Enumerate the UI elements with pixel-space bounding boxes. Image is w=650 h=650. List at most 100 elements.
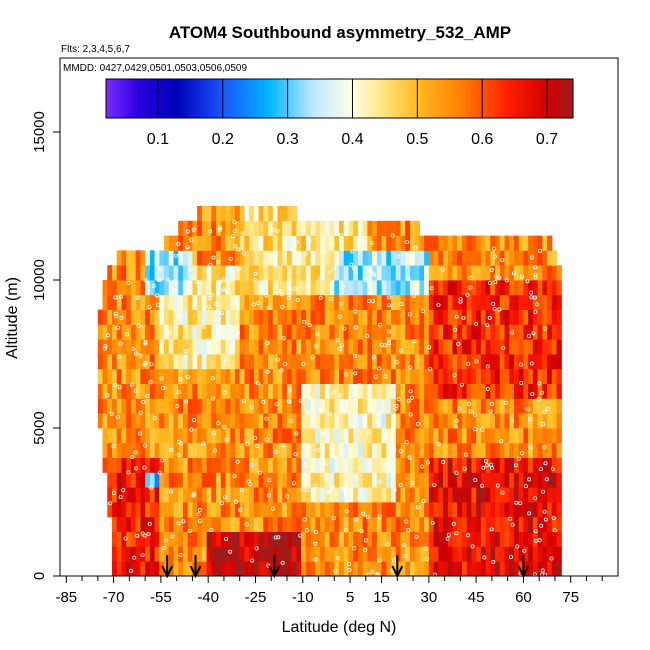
- heatmap-cell: [225, 516, 231, 532]
- y-tick-label: 0: [31, 572, 48, 580]
- heatmap-cell: [485, 280, 491, 296]
- heatmap-cell: [367, 487, 373, 503]
- heatmap-cell: [282, 250, 288, 266]
- heatmap-cell: [230, 502, 236, 518]
- sample-point: [194, 351, 199, 356]
- heatmap-cell: [357, 309, 364, 325]
- sample-point: [340, 343, 345, 348]
- heatmap-cell: [182, 339, 189, 355]
- heatmap-cell: [381, 220, 387, 236]
- sample-point: [206, 304, 211, 309]
- heatmap-cell: [268, 398, 274, 414]
- heatmap-cell: [480, 250, 487, 266]
- heatmap-cell: [121, 561, 127, 576]
- heatmap-cell: [112, 457, 118, 473]
- heatmap-cell: [499, 354, 506, 370]
- heatmap-cell: [301, 428, 307, 444]
- heatmap-cell: [315, 339, 321, 355]
- heatmap-cell: [372, 442, 378, 458]
- heatmap-cell: [277, 265, 283, 281]
- heatmap-cell: [230, 383, 236, 399]
- heatmap-cell: [480, 457, 487, 473]
- heatmap-cell: [234, 309, 241, 325]
- heatmap-cell: [315, 428, 321, 444]
- heatmap-cell: [216, 265, 222, 281]
- heatmap-cell: [173, 413, 179, 429]
- heatmap-cell: [272, 516, 279, 532]
- heatmap-cell: [234, 516, 241, 532]
- heatmap-cell: [495, 383, 501, 399]
- heatmap-cell: [400, 383, 406, 399]
- heatmap-cell: [357, 472, 364, 488]
- heatmap-cell: [551, 383, 558, 399]
- heatmap-cell: [301, 309, 307, 325]
- heatmap-cell: [263, 206, 269, 222]
- heatmap-cell: [305, 516, 312, 532]
- heatmap-cell: [187, 339, 194, 355]
- heatmap-cell: [263, 294, 269, 310]
- sample-point: [135, 295, 140, 300]
- heatmap-cell: [286, 235, 293, 251]
- heatmap-cell: [551, 531, 558, 547]
- heatmap-cell: [244, 265, 250, 281]
- heatmap-cell: [324, 442, 331, 458]
- sample-point: [286, 399, 291, 404]
- sample-point: [302, 319, 307, 324]
- heatmap-cell: [362, 383, 368, 399]
- sample-point: [428, 366, 433, 371]
- heatmap-cell: [334, 235, 340, 251]
- heatmap-cell: [135, 457, 141, 473]
- sample-point: [533, 265, 538, 270]
- sample-point: [540, 568, 545, 573]
- sample-point: [410, 395, 415, 400]
- heatmap-cell: [547, 487, 553, 503]
- sample-point: [520, 451, 525, 456]
- heatmap-cell: [447, 413, 454, 429]
- heatmap-cell: [201, 250, 208, 266]
- heatmap-cell: [310, 516, 316, 532]
- sample-point: [250, 558, 255, 563]
- heatmap-cell: [206, 398, 212, 414]
- sample-point: [167, 330, 172, 335]
- sample-point: [542, 509, 547, 514]
- heatmap-cell: [367, 502, 373, 518]
- heatmap-cell: [253, 354, 260, 370]
- sample-point: [307, 238, 312, 243]
- heatmap-cell: [386, 294, 392, 310]
- heatmap-cell: [367, 339, 373, 355]
- heatmap-cell: [391, 383, 397, 399]
- heatmap-cell: [551, 309, 558, 325]
- heatmap-cell: [164, 428, 170, 444]
- heatmap-cell: [518, 250, 525, 266]
- heatmap-cell: [461, 265, 468, 281]
- heatmap-cell: [461, 472, 468, 488]
- heatmap-cell: [381, 398, 387, 414]
- heatmap-cell: [461, 398, 468, 414]
- heatmap-cell: [348, 250, 354, 266]
- sample-point: [414, 534, 419, 539]
- heatmap-cell: [414, 324, 420, 340]
- heatmap-cell: [466, 546, 473, 562]
- heatmap-cell: [334, 428, 340, 444]
- heatmap-cell: [282, 383, 288, 399]
- heatmap-cell: [268, 339, 274, 355]
- sample-point: [489, 267, 494, 272]
- sample-point: [527, 511, 532, 516]
- heatmap-cell: [443, 309, 449, 325]
- sample-point: [188, 267, 193, 272]
- heatmap-cell: [140, 294, 146, 310]
- heatmap-cell: [201, 442, 208, 458]
- heatmap-cell: [476, 324, 482, 340]
- heatmap-cell: [537, 265, 543, 281]
- heatmap-cell: [490, 561, 496, 576]
- heatmap-cell: [433, 457, 439, 473]
- heatmap-cell: [509, 546, 515, 562]
- heatmap-cell: [466, 398, 473, 414]
- heatmap-cell: [551, 250, 558, 266]
- heatmap-cell: [513, 265, 520, 281]
- x-tick-label: -70: [103, 589, 125, 606]
- heatmap-cell: [258, 220, 264, 236]
- heatmap-cell: [509, 472, 515, 488]
- heatmap-cell: [310, 250, 316, 266]
